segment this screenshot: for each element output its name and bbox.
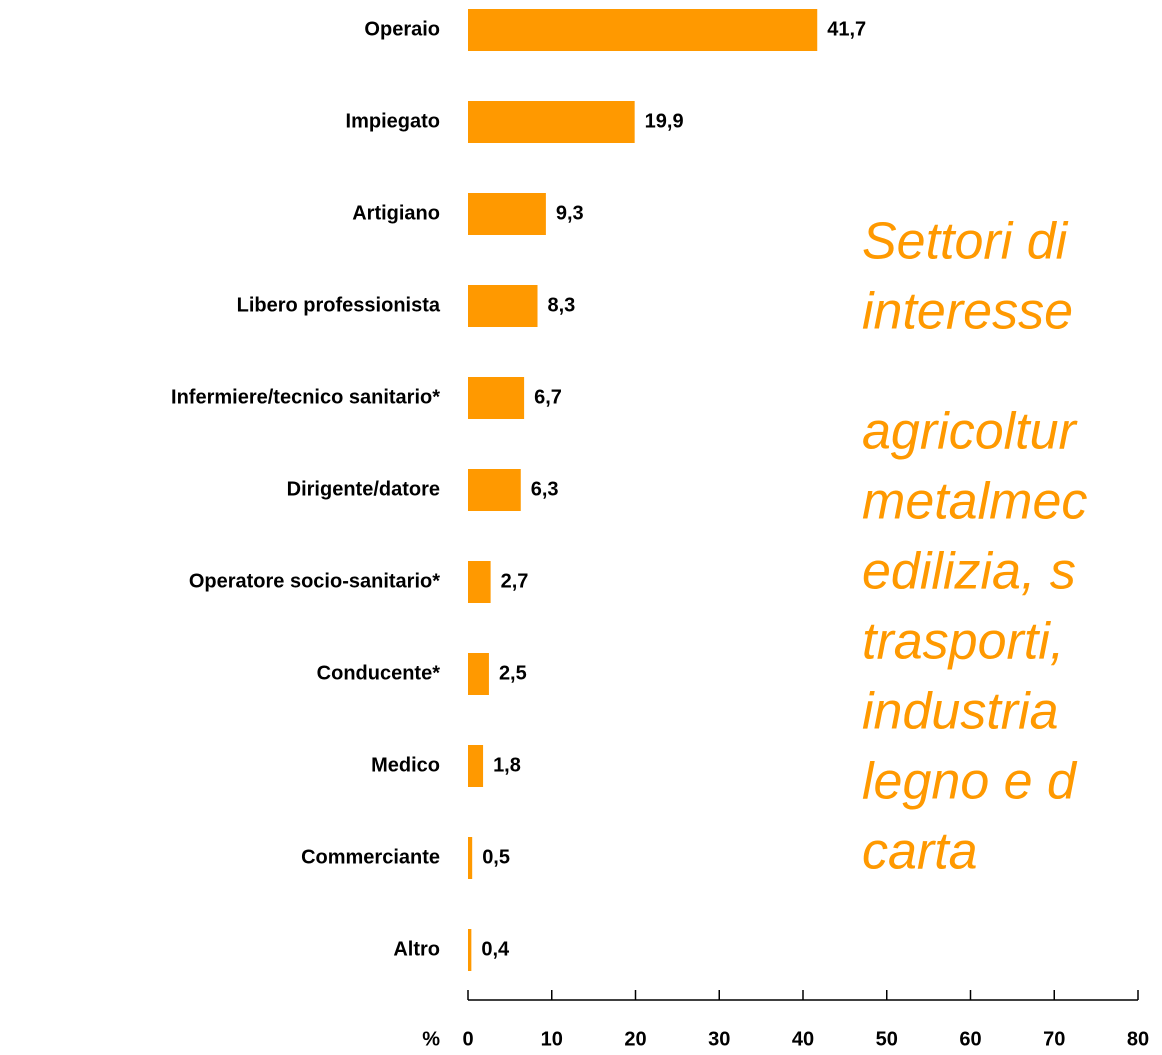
value-label: 1,8 — [493, 754, 521, 776]
x-axis-label: % — [422, 1028, 440, 1050]
annotation: industria — [862, 683, 1059, 741]
bar — [468, 837, 473, 879]
annotation: legno e d — [862, 753, 1078, 811]
value-label: 6,7 — [534, 386, 562, 408]
x-tick-label: 40 — [792, 1028, 814, 1050]
category-label: Operatore socio-sanitario* — [189, 570, 440, 592]
bar — [468, 929, 472, 971]
category-label: Libero professionista — [237, 294, 441, 316]
bar — [468, 285, 538, 327]
category-label: Medico — [371, 754, 440, 776]
annotation: agricoltur — [862, 403, 1079, 461]
bar — [468, 193, 546, 235]
category-label: Artigiano — [352, 202, 440, 224]
category-label: Dirigente/datore — [287, 478, 440, 500]
value-label: 2,7 — [501, 570, 529, 592]
bar — [468, 101, 635, 143]
x-tick-label: 70 — [1043, 1028, 1065, 1050]
value-label: 9,3 — [556, 202, 584, 224]
value-label: 41,7 — [827, 18, 866, 40]
bar — [468, 469, 521, 511]
x-tick-label: 0 — [462, 1028, 473, 1050]
annotation: Settori di — [862, 213, 1069, 271]
bar — [468, 377, 525, 419]
category-label: Infermiere/tecnico sanitario* — [171, 386, 440, 408]
category-label: Operaio — [364, 18, 440, 40]
value-label: 0,5 — [482, 846, 510, 868]
annotation: metalmec — [862, 473, 1087, 531]
annotation: carta — [862, 823, 978, 881]
bar — [468, 561, 491, 603]
bar — [468, 9, 818, 51]
value-label: 2,5 — [499, 662, 527, 684]
x-tick-label: 30 — [708, 1028, 730, 1050]
x-tick-label: 60 — [959, 1028, 981, 1050]
x-tick-label: 50 — [876, 1028, 898, 1050]
value-label: 6,3 — [531, 478, 559, 500]
category-label: Impiegato — [346, 110, 440, 132]
category-label: Conducente* — [317, 662, 441, 684]
x-tick-label: 20 — [624, 1028, 646, 1050]
annotation: trasporti, — [862, 613, 1064, 671]
x-tick-label: 10 — [541, 1028, 563, 1050]
category-label: Altro — [393, 938, 440, 960]
value-label: 8,3 — [548, 294, 576, 316]
annotation: interesse — [862, 283, 1073, 341]
bar — [468, 745, 484, 787]
value-label: 19,9 — [645, 110, 684, 132]
category-label: Commerciante — [301, 846, 440, 868]
x-tick-label: 80 — [1127, 1028, 1149, 1050]
annotation: edilizia, s — [862, 543, 1076, 601]
value-label: 0,4 — [481, 938, 510, 960]
bar — [468, 653, 489, 695]
